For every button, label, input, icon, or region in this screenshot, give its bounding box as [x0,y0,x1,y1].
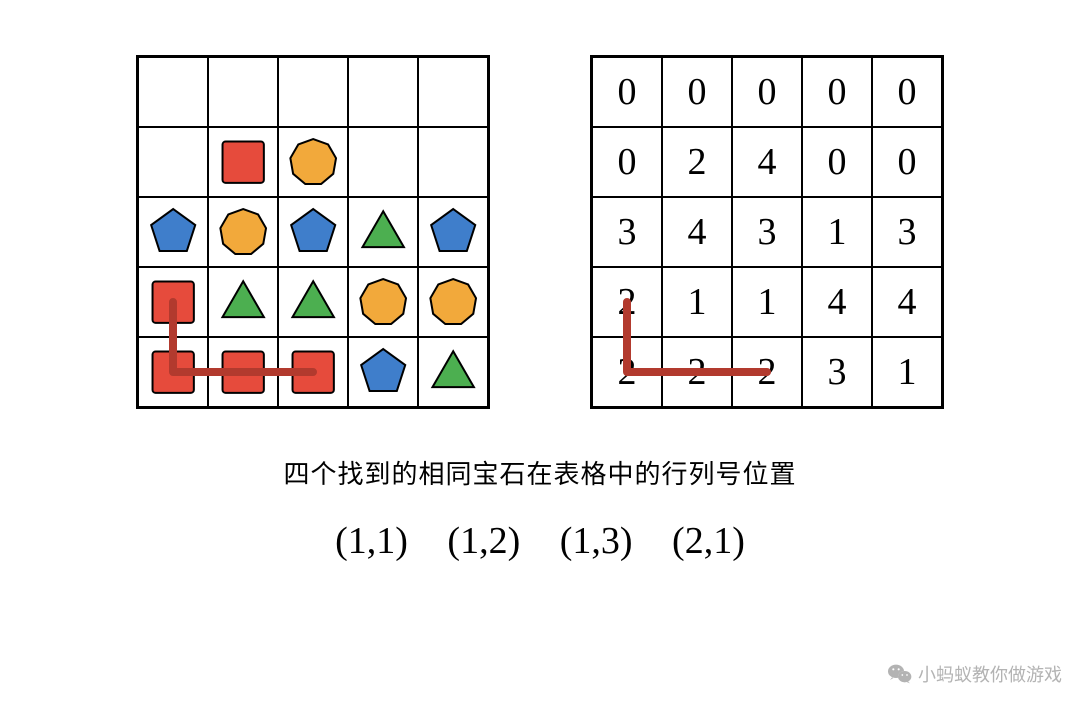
number-cell-r1-c4: 0 [872,127,942,197]
shape-cell-r1-c1 [208,127,278,197]
wechat-icon [888,662,912,686]
number-cell-r4-c2: 2 [732,337,802,407]
number-cell-r1-c1: 2 [662,127,732,197]
shape-cell-r4-c1 [208,337,278,407]
shape-cell-r4-c3 [348,337,418,407]
watermark: 小蚂蚁教你做游戏 [888,661,1062,687]
number-cell-r3-c0: 2 [592,267,662,337]
shape-cell-r4-c2 [278,337,348,407]
shape-cell-r0-c4 [418,57,488,127]
shape-cell-r2-c1 [208,197,278,267]
number-cell-r3-c1: 1 [662,267,732,337]
shape-cell-r0-c0 [138,57,208,127]
number-cell-r4-c0: 2 [592,337,662,407]
caption-text: 四个找到的相同宝石在表格中的行列号位置 [0,454,1080,491]
number-cell-r2-c3: 1 [802,197,872,267]
shape-cell-r1-c2 [278,127,348,197]
shape-grid [136,55,490,409]
number-cell-r0-c3: 0 [802,57,872,127]
number-cell-r4-c4: 1 [872,337,942,407]
shape-cell-r0-c2 [278,57,348,127]
shape-cell-r3-c1 [208,267,278,337]
coordinates-list: (1,1) (1,2) (1,3) (2,1) [0,519,1080,563]
watermark-text: 小蚂蚁教你做游戏 [918,661,1062,687]
shape-cell-r4-c0 [138,337,208,407]
shape-cell-r0-c3 [348,57,418,127]
number-cell-r1-c2: 4 [732,127,802,197]
shape-cell-r3-c3 [348,267,418,337]
shape-cell-r3-c0 [138,267,208,337]
number-cell-r4-c3: 3 [802,337,872,407]
number-cell-r0-c1: 0 [662,57,732,127]
shape-cell-r2-c3 [348,197,418,267]
number-cell-r0-c0: 0 [592,57,662,127]
number-grid: 0000002400343132114422231 [590,55,944,409]
shape-cell-r3-c2 [278,267,348,337]
number-cell-r3-c2: 1 [732,267,802,337]
shape-cell-r1-c3 [348,127,418,197]
shape-cell-r1-c4 [418,127,488,197]
number-cell-r3-c4: 4 [872,267,942,337]
number-cell-r0-c4: 0 [872,57,942,127]
shape-cell-r3-c4 [418,267,488,337]
shape-cell-r2-c0 [138,197,208,267]
number-cell-r1-c0: 0 [592,127,662,197]
number-cell-r2-c0: 3 [592,197,662,267]
number-cell-r1-c3: 0 [802,127,872,197]
shape-cell-r2-c4 [418,197,488,267]
number-cell-r0-c2: 0 [732,57,802,127]
shape-cell-r4-c4 [418,337,488,407]
number-cell-r2-c4: 3 [872,197,942,267]
shape-cell-r1-c0 [138,127,208,197]
shape-cell-r2-c2 [278,197,348,267]
number-cell-r2-c2: 3 [732,197,802,267]
number-cell-r3-c3: 4 [802,267,872,337]
number-cell-r2-c1: 4 [662,197,732,267]
number-cell-r4-c1: 2 [662,337,732,407]
shape-cell-r0-c1 [208,57,278,127]
